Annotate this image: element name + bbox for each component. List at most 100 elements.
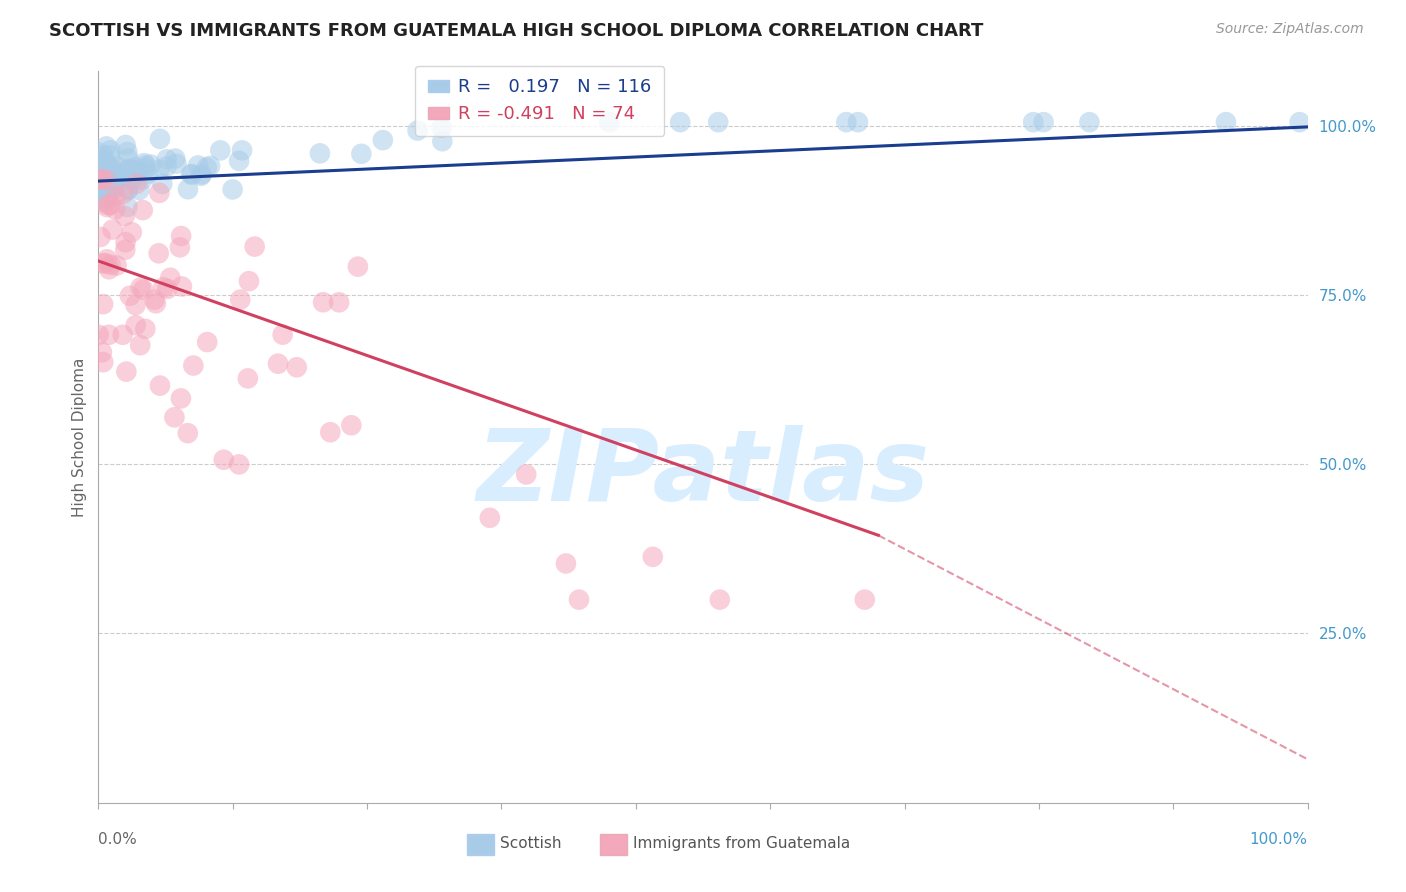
Point [100, 143, 122, 157]
Legend: R =   0.197   N = 116, R = -0.491   N = 74: R = 0.197 N = 116, R = -0.491 N = 74 [415, 66, 665, 136]
Point [100, 161, 122, 175]
Point [87, 160, 110, 174]
Point [1215, 115, 1237, 129]
Point [117, 145, 139, 159]
Point [87, 190, 110, 204]
Point [430, 120, 453, 135]
Point [98, 162, 121, 177]
Point [340, 418, 363, 433]
Point [148, 186, 170, 200]
Point [90, 345, 112, 359]
Point [195, 161, 218, 175]
Point [177, 426, 200, 441]
Point [707, 115, 730, 129]
Point [236, 371, 259, 385]
Point [101, 176, 124, 190]
Point [89, 165, 111, 179]
Point [238, 274, 260, 288]
Point [183, 359, 205, 373]
Point [129, 338, 152, 352]
Point [100, 161, 122, 176]
Point [319, 425, 342, 440]
Point [853, 592, 876, 607]
Point [152, 280, 174, 294]
Point [114, 209, 136, 223]
Text: SCOTTISH VS IMMIGRANTS FROM GUATEMALA HIGH SCHOOL DIPLOMA CORRELATION CHART: SCOTTISH VS IMMIGRANTS FROM GUATEMALA HI… [49, 22, 984, 40]
Point [145, 296, 167, 310]
Point [371, 133, 394, 147]
Point [124, 318, 146, 333]
Point [96, 200, 118, 214]
Point [93, 155, 115, 169]
Point [132, 283, 155, 297]
Y-axis label: High School Diploma: High School Diploma [72, 358, 87, 516]
Point [212, 452, 235, 467]
Point [568, 592, 591, 607]
Point [169, 240, 191, 254]
Point [114, 235, 136, 250]
Point [87, 173, 110, 187]
Point [100, 180, 122, 194]
Point [136, 167, 159, 181]
Point [117, 162, 139, 177]
Point [221, 182, 243, 196]
Point [89, 172, 111, 186]
Point [128, 183, 150, 197]
Point [165, 157, 187, 171]
Point [87, 173, 110, 187]
Point [96, 170, 118, 185]
Point [94, 173, 117, 187]
Point [139, 158, 162, 172]
Point [555, 557, 578, 571]
Point [598, 115, 620, 129]
Point [90, 176, 112, 190]
Point [267, 357, 290, 371]
Point [87, 192, 110, 206]
Point [100, 198, 122, 212]
Point [98, 184, 121, 198]
Point [156, 282, 179, 296]
Text: 0.0%: 0.0% [98, 832, 138, 847]
Point [117, 152, 139, 166]
Point [177, 182, 200, 196]
Point [87, 192, 110, 206]
Point [114, 138, 136, 153]
Point [89, 152, 111, 166]
Point [91, 355, 114, 369]
Point [132, 202, 155, 217]
Point [195, 334, 218, 349]
Point [96, 191, 118, 205]
Point [91, 164, 114, 178]
Text: ZIPatlas: ZIPatlas [477, 425, 929, 522]
Point [285, 360, 308, 375]
Point [846, 115, 869, 129]
Text: Source: ZipAtlas.com: Source: ZipAtlas.com [1216, 22, 1364, 37]
Point [94, 164, 117, 178]
Point [117, 200, 139, 214]
Point [105, 259, 128, 273]
Point [93, 148, 115, 162]
Point [98, 262, 121, 277]
Point [120, 172, 142, 186]
Point [163, 410, 186, 425]
Point [271, 327, 294, 342]
Point [100, 258, 122, 272]
Point [312, 295, 335, 310]
Point [159, 270, 181, 285]
Point [125, 164, 148, 178]
Point [121, 173, 143, 187]
Point [328, 295, 350, 310]
Point [134, 322, 156, 336]
Point [89, 230, 111, 244]
Point [94, 178, 117, 192]
Point [94, 172, 117, 186]
Point [91, 172, 114, 186]
Point [104, 202, 127, 217]
Point [89, 186, 111, 201]
Point [148, 246, 170, 260]
Point [89, 156, 111, 170]
Point [114, 243, 136, 257]
Point [406, 123, 429, 137]
Point [97, 170, 120, 185]
Point [101, 183, 124, 197]
